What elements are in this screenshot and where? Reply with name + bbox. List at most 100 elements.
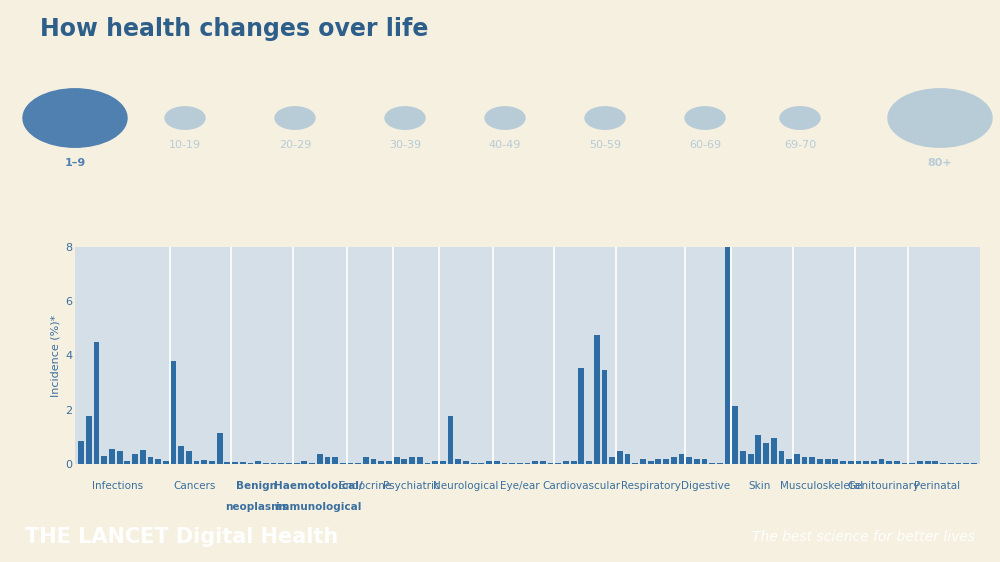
Text: 40-49: 40-49 (489, 140, 521, 151)
Text: Cancers: Cancers (174, 481, 216, 491)
Text: 10-19: 10-19 (169, 140, 201, 151)
Bar (748, 454, 754, 464)
Text: How health changes over life: How health changes over life (40, 17, 428, 41)
Bar (232, 463, 238, 464)
Bar (840, 461, 846, 464)
Bar (301, 461, 307, 464)
Bar (425, 463, 430, 464)
Bar (848, 461, 854, 464)
Bar (779, 451, 784, 464)
Text: Respiratory: Respiratory (621, 481, 681, 491)
Text: Haemotoloical/: Haemotoloical/ (274, 481, 363, 491)
Bar (686, 457, 692, 464)
Bar (286, 463, 292, 464)
Bar (502, 463, 507, 464)
Bar (871, 461, 877, 464)
Bar (532, 461, 538, 464)
Bar (132, 454, 138, 464)
Bar (932, 461, 938, 464)
Bar (471, 463, 477, 464)
Bar (663, 459, 669, 464)
Bar (694, 459, 700, 464)
Bar (409, 457, 415, 464)
Bar (240, 463, 246, 464)
Text: 80+: 80+ (928, 158, 952, 169)
Bar (278, 463, 284, 464)
Bar (417, 457, 423, 464)
Bar (78, 441, 84, 464)
Circle shape (80, 101, 99, 120)
Bar (217, 433, 223, 464)
Bar (809, 457, 815, 464)
Bar (101, 456, 107, 464)
Bar (732, 406, 738, 464)
Bar (971, 463, 977, 464)
Bar (509, 463, 515, 464)
Bar (902, 463, 907, 464)
Bar (194, 461, 199, 464)
Bar (348, 463, 353, 464)
Circle shape (935, 90, 948, 103)
Bar (394, 457, 400, 464)
Bar (856, 461, 861, 464)
Bar (271, 463, 276, 464)
Bar (555, 463, 561, 464)
Bar (571, 461, 577, 464)
Bar (725, 247, 730, 464)
Text: Cardiovascular: Cardiovascular (543, 481, 621, 491)
Bar (802, 457, 807, 464)
Bar (655, 459, 661, 464)
Text: Neurological: Neurological (433, 481, 498, 491)
Text: Benign: Benign (236, 481, 277, 491)
Bar (617, 451, 623, 464)
Text: Skin: Skin (748, 481, 771, 491)
Bar (325, 457, 330, 464)
Text: 30-39: 30-39 (389, 140, 421, 151)
Bar (201, 460, 207, 464)
Bar (925, 461, 931, 464)
Bar (478, 463, 484, 464)
Bar (540, 461, 546, 464)
Bar (155, 459, 161, 464)
Bar (917, 461, 923, 464)
Bar (294, 463, 300, 464)
Bar (863, 461, 869, 464)
Bar (224, 463, 230, 464)
Bar (432, 461, 438, 464)
Text: 69-70: 69-70 (784, 140, 816, 151)
Bar (486, 461, 492, 464)
Bar (794, 454, 800, 464)
Bar (124, 461, 130, 464)
Bar (386, 461, 392, 464)
Text: Psychiatric: Psychiatric (383, 481, 440, 491)
Bar (525, 463, 530, 464)
Bar (178, 446, 184, 464)
Bar (894, 461, 900, 464)
Bar (832, 459, 838, 464)
Bar (763, 443, 769, 464)
Bar (602, 370, 607, 464)
Bar (709, 463, 715, 464)
Bar (702, 459, 707, 464)
Bar (640, 459, 646, 464)
Text: Genitourinary: Genitourinary (847, 481, 919, 491)
Bar (401, 459, 407, 464)
Bar (163, 461, 169, 464)
Bar (248, 463, 253, 464)
Circle shape (95, 96, 103, 105)
Bar (378, 461, 384, 464)
Text: Digestive: Digestive (681, 481, 730, 491)
Bar (609, 457, 615, 464)
Bar (332, 457, 338, 464)
Bar (94, 342, 99, 464)
Bar (148, 457, 153, 464)
Bar (648, 461, 654, 464)
Bar (448, 416, 453, 464)
Bar (586, 461, 592, 464)
Bar (594, 335, 600, 464)
Bar (186, 451, 192, 464)
Bar (625, 454, 630, 464)
Bar (956, 463, 961, 464)
Bar (86, 416, 92, 464)
Text: 50-59: 50-59 (589, 140, 621, 151)
